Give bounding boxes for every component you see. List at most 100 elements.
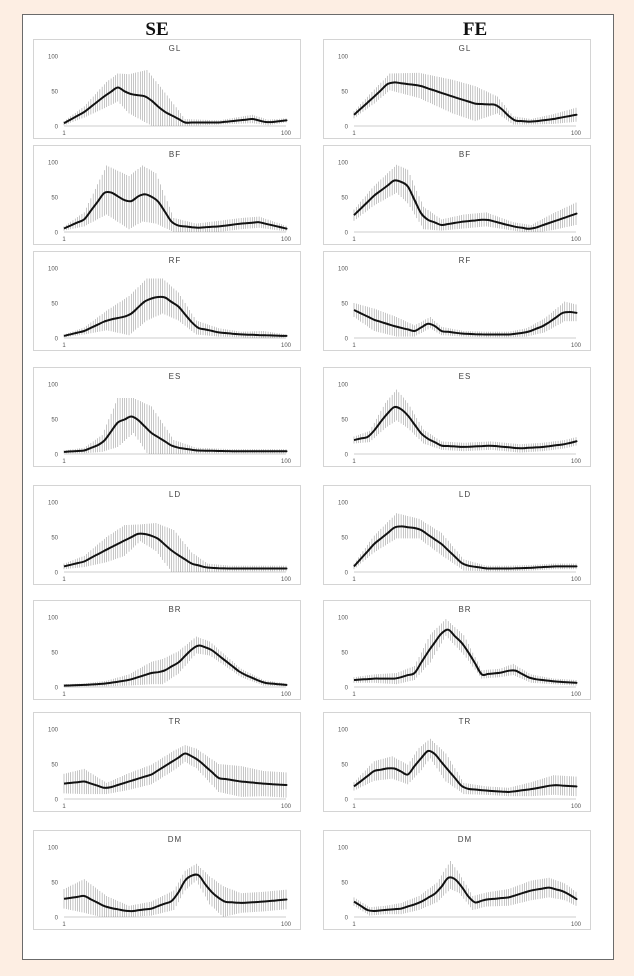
y-tick-label: 100 <box>338 501 349 507</box>
y-tick-label: 50 <box>51 651 58 657</box>
y-tick-label: 100 <box>338 267 349 273</box>
y-tick-label: 0 <box>55 916 59 922</box>
chart-panel-se-br: BR 100 50 0 1 100 <box>33 600 301 700</box>
x-tick-label: 100 <box>281 237 292 243</box>
y-tick-label: 0 <box>345 798 349 804</box>
chart-title: BF <box>169 150 181 159</box>
series-line <box>353 749 578 794</box>
chart-title: RF <box>169 256 182 265</box>
series-line <box>353 628 578 684</box>
chart-panel-fe-gl: GL 100 50 0 1 100 <box>323 39 591 139</box>
chart-panel-se-gl: GL 100 50 0 1 100 <box>33 39 301 139</box>
y-tick-label: 0 <box>345 125 349 131</box>
chart-svg: BR 100 50 01 100 <box>48 605 292 698</box>
series-line <box>353 525 578 570</box>
series-line <box>353 405 578 450</box>
y-tick-label: 0 <box>345 337 349 343</box>
x-tick-label: 100 <box>571 692 582 698</box>
x-tick-label: 100 <box>571 577 582 583</box>
chart-title: BR <box>458 605 471 614</box>
chart-panel-fe-rf: RF 100 50 0 1 100 <box>323 251 591 351</box>
x-tick-label: 1 <box>352 692 356 698</box>
chart-panel-fe-tr: TR 100 50 0 1 100 <box>323 712 591 812</box>
y-tick-label: 50 <box>51 881 58 887</box>
series-line <box>63 190 288 230</box>
y-tick-label: 0 <box>345 231 349 237</box>
x-tick-label: 1 <box>62 237 66 243</box>
chart-panel-fe-bf: BF 100 50 0 1 100 <box>323 145 591 245</box>
chart-panel-se-ld: LD 100 50 0 1 100 <box>33 485 301 585</box>
y-tick-label: 50 <box>51 763 58 769</box>
y-tick-label: 100 <box>48 267 59 273</box>
y-tick-label: 0 <box>345 571 349 577</box>
x-tick-label: 1 <box>352 922 356 928</box>
series-line <box>63 752 288 789</box>
x-tick-label: 100 <box>571 131 582 137</box>
chart-svg: GL 100 50 01 100 <box>338 44 582 137</box>
y-tick-label: 100 <box>48 383 59 389</box>
x-tick-label: 1 <box>352 577 356 583</box>
chart-title: LD <box>169 490 181 499</box>
y-tick-label: 50 <box>51 196 58 202</box>
chart-svg: RF 100 50 01 100 <box>48 256 292 349</box>
y-tick-label: 50 <box>341 302 348 308</box>
x-tick-label: 1 <box>62 922 66 928</box>
chart-title: DM <box>168 835 182 844</box>
y-tick-label: 50 <box>51 418 58 424</box>
series-line <box>63 86 288 125</box>
x-tick-label: 1 <box>62 577 66 583</box>
chart-panel-fe-es: ES 100 50 0 1 100 <box>323 367 591 467</box>
x-tick-label: 100 <box>281 577 292 583</box>
chart-svg: BF 100 50 01 100 <box>48 150 292 243</box>
y-tick-label: 100 <box>338 616 349 622</box>
y-tick-label: 50 <box>341 196 348 202</box>
series-line <box>63 644 288 687</box>
y-tick-label: 100 <box>338 161 349 167</box>
y-tick-label: 0 <box>345 686 349 692</box>
x-tick-label: 1 <box>62 692 66 698</box>
x-tick-label: 100 <box>281 343 292 349</box>
series-line <box>63 415 288 453</box>
y-tick-label: 100 <box>48 616 59 622</box>
chart-svg: BR 100 50 01 100 <box>338 605 582 698</box>
x-tick-label: 1 <box>62 131 66 137</box>
y-tick-label: 0 <box>345 453 349 459</box>
chart-svg: BF 100 50 01 100 <box>338 150 582 243</box>
chart-title: TR <box>459 717 472 726</box>
y-tick-label: 0 <box>55 337 59 343</box>
chart-panel-se-es: ES 100 50 0 1 100 <box>33 367 301 467</box>
series-line <box>353 179 578 230</box>
chart-panel-se-tr: TR 100 50 0 1 100 <box>33 712 301 812</box>
chart-svg: DM 100 50 01 100 <box>48 835 292 928</box>
series-line <box>63 873 288 913</box>
chart-title: DM <box>458 835 472 844</box>
y-tick-label: 0 <box>55 231 59 237</box>
column-header-se: SE <box>145 19 169 40</box>
x-tick-label: 1 <box>352 237 356 243</box>
y-tick-label: 50 <box>341 763 348 769</box>
x-tick-label: 100 <box>281 459 292 465</box>
y-tick-label: 0 <box>55 571 59 577</box>
chart-svg: DM 100 50 01 100 <box>338 835 582 928</box>
y-tick-label: 100 <box>338 728 349 734</box>
y-tick-label: 100 <box>48 161 59 167</box>
chart-svg: TR 100 50 01 100 <box>338 717 582 810</box>
chart-panel-se-rf: RF 100 50 0 1 100 <box>33 251 301 351</box>
chart-title: ES <box>459 372 472 381</box>
y-tick-label: 50 <box>51 90 58 96</box>
y-tick-label: 0 <box>55 453 59 459</box>
y-tick-label: 0 <box>345 916 349 922</box>
column-header-fe: FE <box>462 19 488 40</box>
x-tick-label: 100 <box>571 804 582 810</box>
chart-panel-fe-br: BR 100 50 0 1 100 <box>323 600 591 700</box>
chart-svg: LD 100 50 01 100 <box>338 490 582 583</box>
chart-title: TR <box>169 717 182 726</box>
chart-svg: GL 100 50 01 100 <box>48 44 292 137</box>
x-tick-label: 1 <box>352 804 356 810</box>
x-tick-label: 100 <box>281 692 292 698</box>
chart-title: RF <box>459 256 472 265</box>
series-line <box>63 295 288 337</box>
y-tick-label: 0 <box>55 798 59 804</box>
chart-panel-fe-dm: DM 100 50 0 1 100 <box>323 830 591 930</box>
chart-svg: TR 100 50 01 100 <box>48 717 292 810</box>
